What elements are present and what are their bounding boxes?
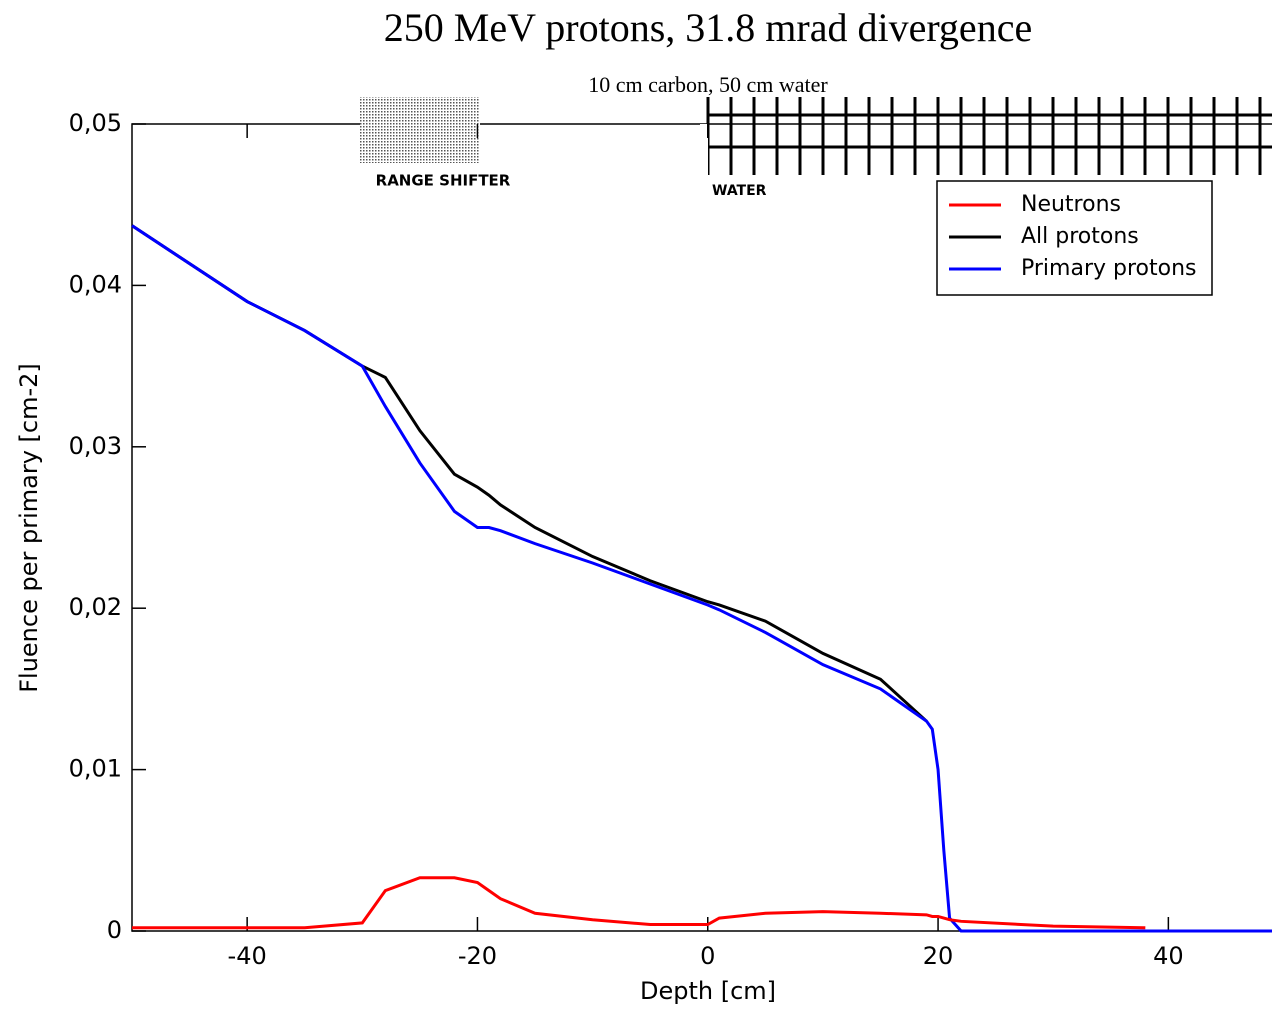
legend-label: All protons: [1021, 224, 1139, 249]
data-line: [131, 224, 928, 723]
y-axis-label: Fluence per primary [cm-2]: [15, 363, 43, 693]
annotation: WATER: [712, 183, 767, 199]
annotation: RANGE SHIFTER: [376, 172, 511, 190]
x-tick-label: 20: [923, 942, 954, 970]
x-tick-label: 0: [700, 942, 715, 970]
range-shifter-block: [360, 97, 480, 163]
y-tick-label: 0,01: [69, 755, 122, 783]
water-block: [700, 97, 1272, 180]
y-tick-label: 0,02: [69, 593, 122, 621]
chart-title: 250 MeV protons, 31.8 mrad divergence: [384, 5, 1032, 50]
chart-subtitle: 10 cm carbon, 50 cm water: [588, 72, 828, 97]
x-tick-label: 40: [1153, 942, 1184, 970]
data-line: [132, 876, 1146, 930]
x-tick-label: -20: [458, 942, 497, 970]
y-tick-label: 0: [107, 916, 122, 944]
x-axis-label: Depth [cm]: [640, 977, 776, 1005]
water-mask: [700, 124, 708, 180]
legend-label: Neutrons: [1021, 192, 1121, 217]
y-tick-label: 0,05: [69, 109, 122, 137]
x-tick-label: -40: [228, 942, 267, 970]
y-tick-label: 0,03: [69, 432, 122, 460]
data-line: [131, 224, 1272, 933]
y-tick-label: 0,04: [69, 270, 122, 298]
legend-label: Primary protons: [1021, 256, 1196, 281]
